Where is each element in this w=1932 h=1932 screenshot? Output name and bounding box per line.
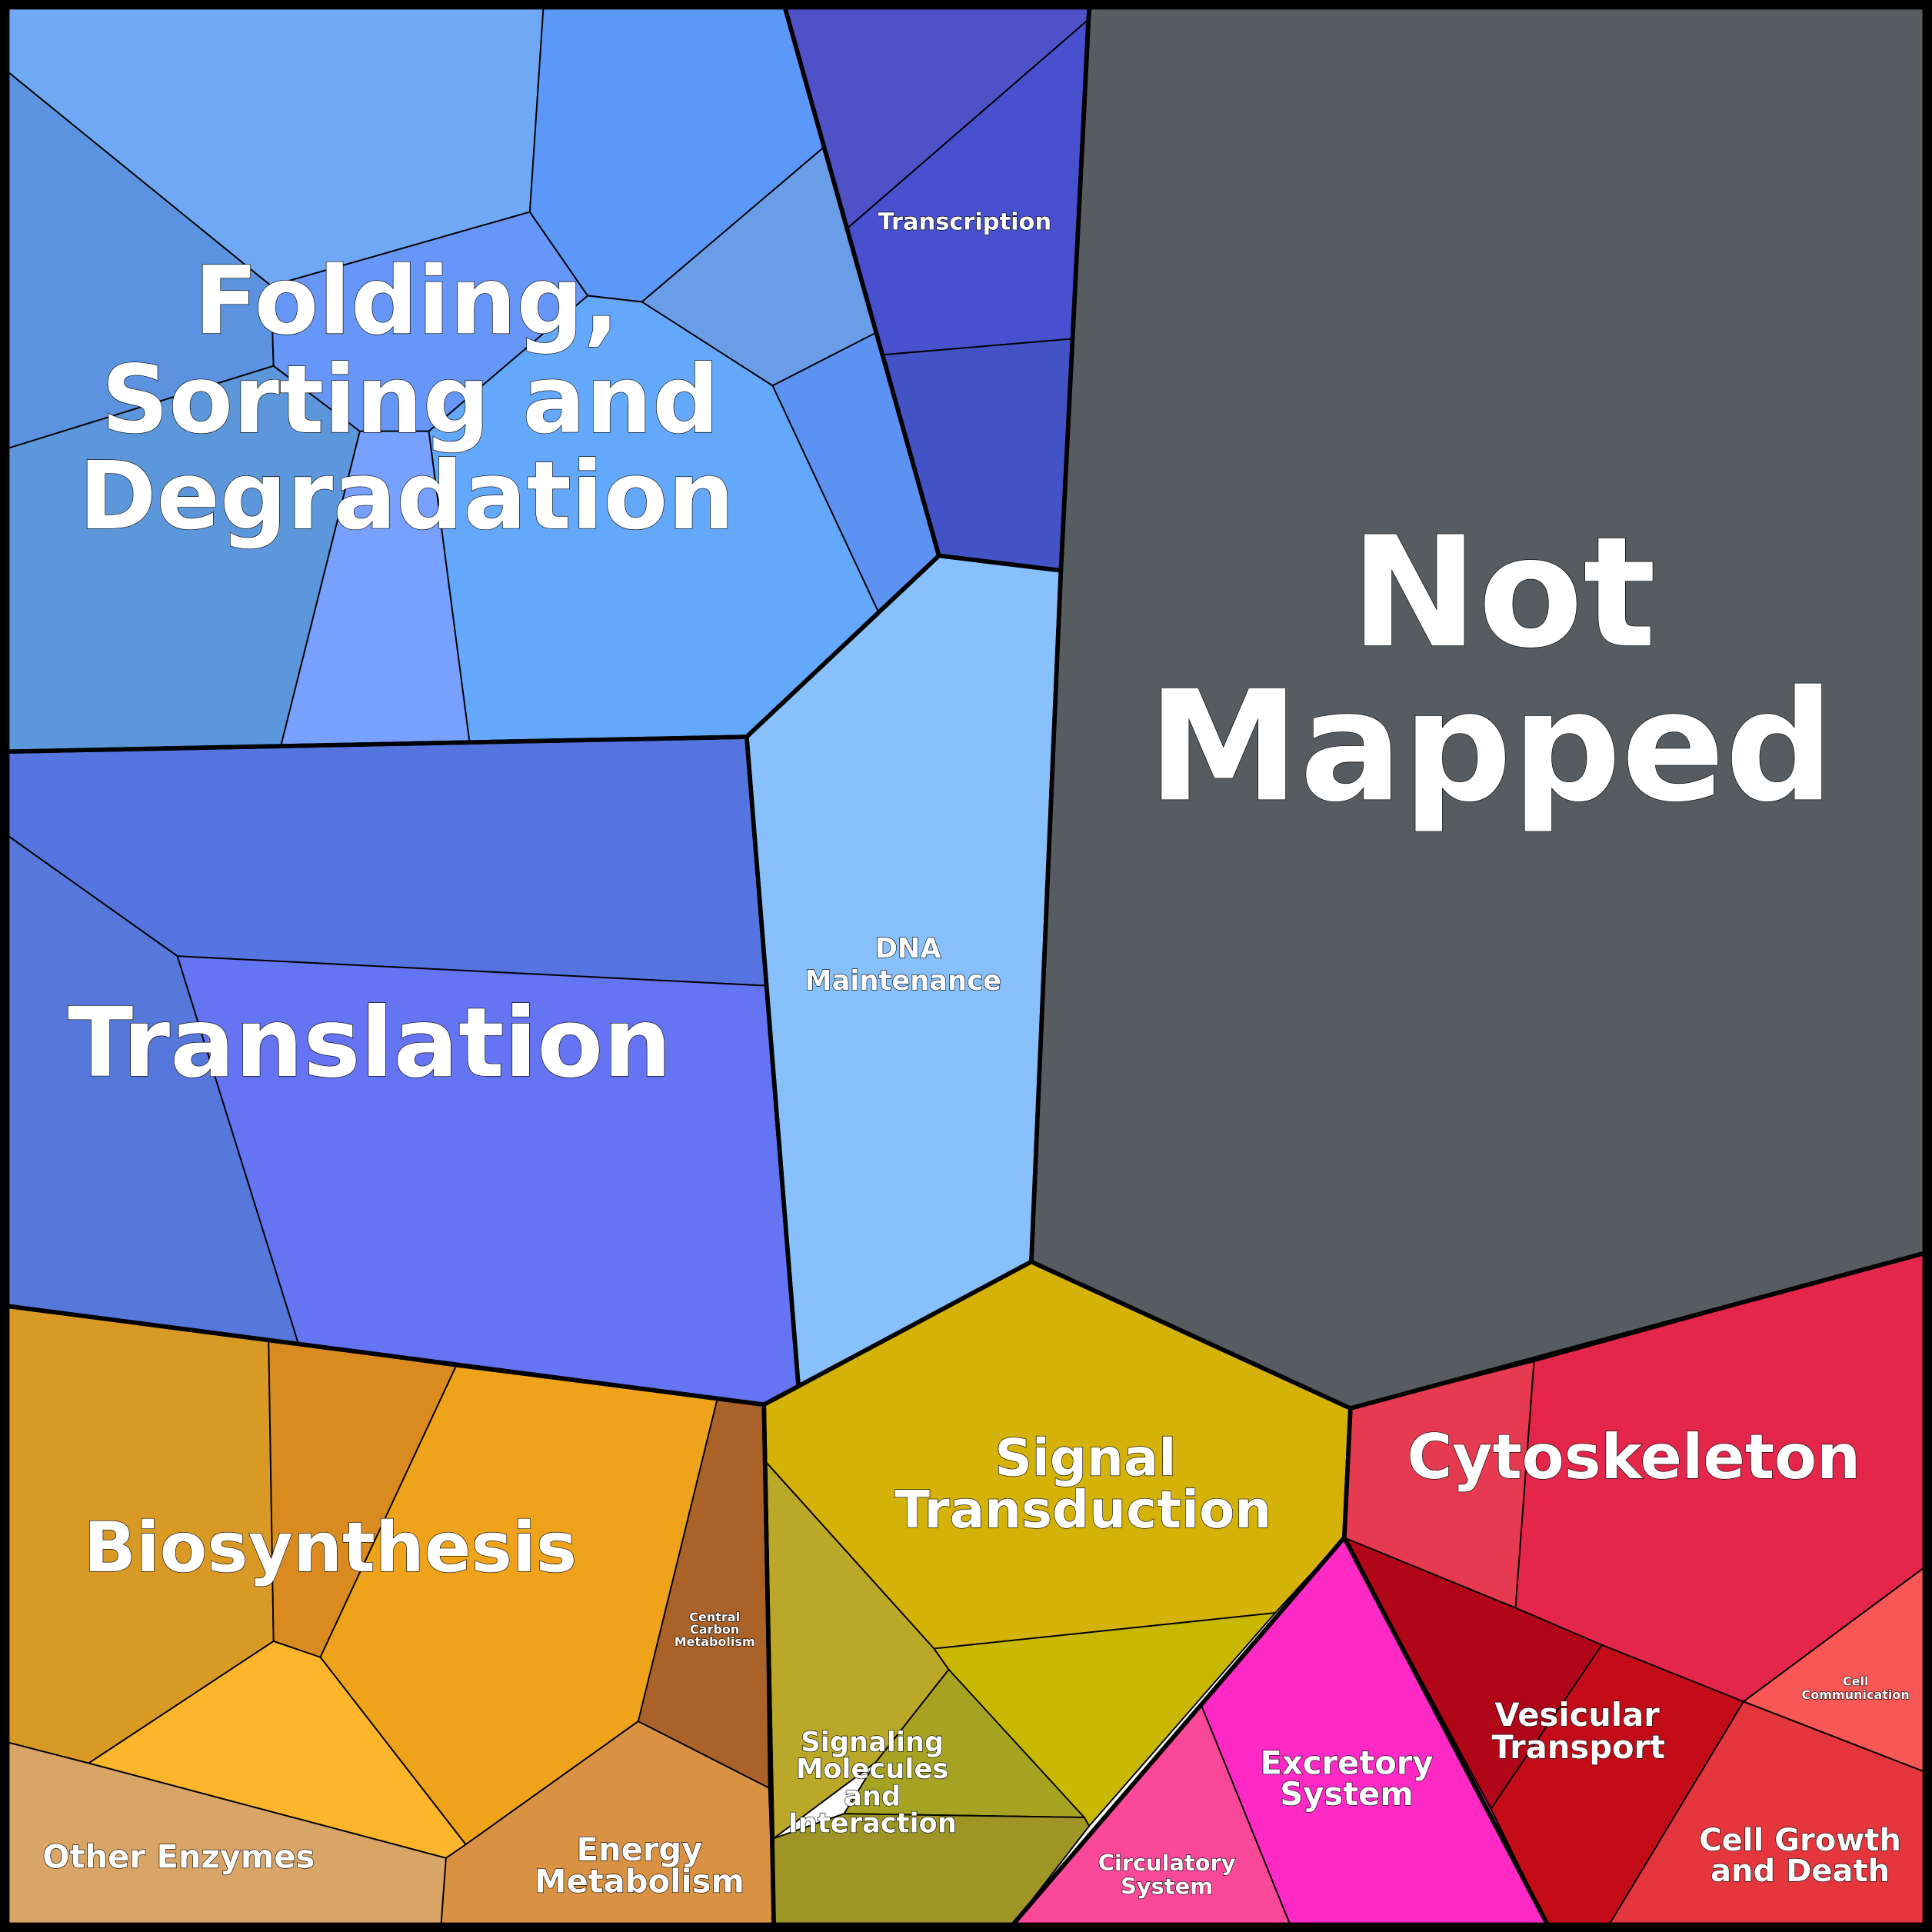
label: Signal xyxy=(994,1428,1176,1488)
label: Interaction xyxy=(788,1808,957,1840)
label: Circulatory xyxy=(1098,1850,1236,1876)
cells xyxy=(6,6,1926,1926)
label: Cell xyxy=(1843,1674,1869,1688)
label: Excretory xyxy=(1261,1744,1434,1782)
label: Metabolism xyxy=(675,1634,755,1649)
label: Transduction xyxy=(894,1480,1271,1540)
label: Transcription xyxy=(878,208,1051,235)
label: Folding, xyxy=(194,247,619,356)
label: Maintenance xyxy=(805,965,1001,997)
label: Sorting and xyxy=(102,345,720,455)
label: Translation xyxy=(68,988,671,1099)
label: Carbon xyxy=(690,1622,739,1637)
label: and xyxy=(844,1780,901,1812)
label: Metabolism xyxy=(535,1863,744,1900)
label: Degradation xyxy=(78,441,734,551)
label: System xyxy=(1280,1775,1413,1813)
label: Other Enzymes xyxy=(42,1837,315,1875)
label: System xyxy=(1121,1873,1213,1899)
label: Transport xyxy=(1491,1728,1665,1766)
label: Biosynthesis xyxy=(84,1508,578,1588)
label: Energy xyxy=(577,1830,703,1868)
label: Cell Growth xyxy=(1699,1823,1901,1858)
label: Signaling xyxy=(801,1727,944,1758)
labels: Folding, Sorting and Degradation Not Map… xyxy=(42,208,1910,1900)
label: DNA xyxy=(875,933,942,964)
label: Communication xyxy=(1802,1687,1910,1702)
label: Central xyxy=(689,1610,740,1624)
label: Cytoskeleton xyxy=(1407,1421,1861,1493)
label: and Death xyxy=(1710,1854,1890,1889)
label: Vesicular xyxy=(1494,1696,1660,1734)
label: Mapped xyxy=(1148,658,1834,835)
label: Molecules xyxy=(796,1754,948,1785)
label: Not xyxy=(1351,504,1657,681)
